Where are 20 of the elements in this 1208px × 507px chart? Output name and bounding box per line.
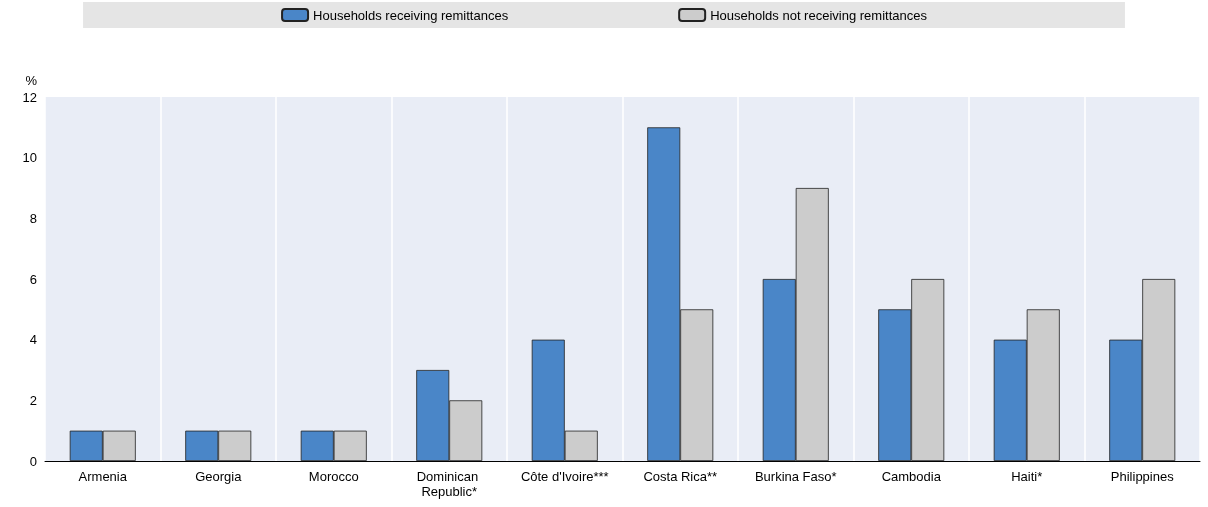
x-tick-label: Philippines — [1110, 469, 1175, 484]
x-tick-label: Cambodia — [881, 469, 942, 484]
y-tick-label: 10 — [22, 150, 37, 166]
y-axis-title: % — [25, 73, 38, 88]
x-tick-label: Georgia — [195, 469, 243, 484]
x-tick-label: Armenia — [78, 469, 128, 484]
x-tick-label: Morocco — [308, 469, 359, 484]
y-tick-label: 0 — [29, 453, 37, 469]
y-tick-label: 4 — [29, 332, 37, 348]
y-tick-label: 2 — [29, 392, 37, 408]
legend-label: Households not receiving remittances — [710, 7, 928, 23]
y-tick-label: 12 — [22, 89, 37, 105]
x-tick-label: Costa Rica** — [643, 469, 718, 484]
y-tick-label: 6 — [29, 271, 37, 287]
x-tick-label: Burkina Faso* — [754, 469, 837, 484]
x-tick-label: Côte d'Ivoire*** — [520, 469, 609, 484]
legend-label: Households receiving remittances — [313, 7, 509, 23]
x-tick-label: Dominican Republic* — [416, 469, 482, 499]
y-tick-label: 8 — [29, 210, 37, 226]
x-tick-label: Haiti* — [1011, 469, 1043, 484]
